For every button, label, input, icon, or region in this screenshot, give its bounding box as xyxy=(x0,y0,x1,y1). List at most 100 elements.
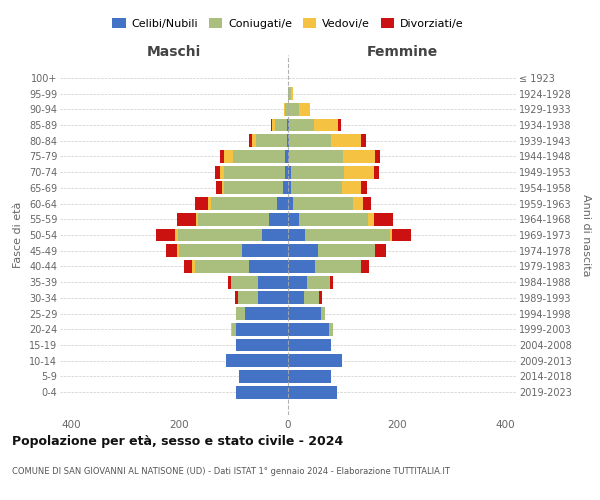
Bar xyxy=(315,260,361,273)
Bar xyxy=(285,166,288,178)
Bar xyxy=(217,182,222,194)
Bar xyxy=(239,370,288,383)
Bar xyxy=(177,244,179,257)
Bar xyxy=(179,244,242,257)
Bar xyxy=(272,118,275,132)
Bar xyxy=(236,386,288,398)
Bar xyxy=(288,166,291,178)
Bar xyxy=(269,213,288,226)
Bar xyxy=(288,150,289,163)
Bar xyxy=(175,228,178,241)
Bar xyxy=(287,118,288,132)
Bar xyxy=(231,323,232,336)
Bar xyxy=(374,166,379,178)
Bar xyxy=(319,292,322,304)
Bar xyxy=(299,213,368,226)
Bar xyxy=(220,150,224,163)
Bar xyxy=(330,276,332,288)
Bar xyxy=(288,354,342,367)
Bar xyxy=(232,323,236,336)
Bar xyxy=(199,213,269,226)
Bar xyxy=(194,260,249,273)
Bar xyxy=(236,338,288,351)
Bar xyxy=(222,182,224,194)
Bar xyxy=(184,260,192,273)
Bar xyxy=(353,197,363,210)
Bar xyxy=(249,260,288,273)
Legend: Celibi/Nubili, Coniugati/e, Vedovi/e, Divorziati/e: Celibi/Nubili, Coniugati/e, Vedovi/e, Di… xyxy=(108,14,468,34)
Bar xyxy=(338,118,341,132)
Bar xyxy=(251,134,256,147)
Bar xyxy=(245,307,288,320)
Bar xyxy=(262,228,288,241)
Bar xyxy=(293,197,353,210)
Bar xyxy=(392,228,411,241)
Bar xyxy=(249,134,251,147)
Bar xyxy=(363,197,371,210)
Bar xyxy=(342,182,361,194)
Bar xyxy=(208,197,211,210)
Bar xyxy=(215,166,220,178)
Bar xyxy=(361,182,367,194)
Bar xyxy=(288,182,291,194)
Bar xyxy=(305,228,389,241)
Bar xyxy=(288,87,291,100)
Bar xyxy=(231,276,258,288)
Text: COMUNE DI SAN GIOVANNI AL NATISONE (UD) - Dati ISTAT 1° gennaio 2024 - Elaborazi: COMUNE DI SAN GIOVANNI AL NATISONE (UD) … xyxy=(12,468,450,476)
Bar xyxy=(288,276,307,288)
Bar xyxy=(307,276,330,288)
Bar xyxy=(288,386,337,398)
Bar xyxy=(343,150,375,163)
Bar xyxy=(288,228,305,241)
Bar xyxy=(277,197,288,210)
Text: Maschi: Maschi xyxy=(147,45,201,59)
Bar xyxy=(288,292,304,304)
Bar xyxy=(226,354,288,367)
Bar xyxy=(289,134,331,147)
Bar xyxy=(271,118,272,132)
Bar xyxy=(275,118,287,132)
Text: Popolazione per età, sesso e stato civile - 2024: Popolazione per età, sesso e stato civil… xyxy=(12,435,343,448)
Bar xyxy=(196,213,199,226)
Bar xyxy=(236,307,245,320)
Bar xyxy=(288,370,331,383)
Bar xyxy=(288,260,315,273)
Bar xyxy=(318,244,375,257)
Text: Femmine: Femmine xyxy=(367,45,437,59)
Bar xyxy=(331,134,361,147)
Bar xyxy=(224,150,233,163)
Bar xyxy=(258,292,288,304)
Bar xyxy=(329,323,333,336)
Bar xyxy=(288,134,289,147)
Bar xyxy=(361,260,370,273)
Bar xyxy=(258,276,288,288)
Bar xyxy=(178,228,262,241)
Bar xyxy=(289,118,314,132)
Bar xyxy=(289,150,343,163)
Bar xyxy=(374,213,393,226)
Bar xyxy=(238,292,258,304)
Bar xyxy=(211,197,277,210)
Bar xyxy=(288,338,331,351)
Bar xyxy=(314,118,338,132)
Bar xyxy=(224,182,283,194)
Bar xyxy=(288,213,299,226)
Bar xyxy=(177,213,196,226)
Bar xyxy=(236,323,288,336)
Bar xyxy=(284,103,285,116)
Bar xyxy=(291,182,342,194)
Bar xyxy=(228,276,231,288)
Bar xyxy=(256,134,287,147)
Bar xyxy=(375,150,380,163)
Y-axis label: Anni di nascita: Anni di nascita xyxy=(581,194,591,276)
Bar xyxy=(224,166,285,178)
Bar xyxy=(220,166,224,178)
Bar xyxy=(233,150,285,163)
Bar xyxy=(288,307,320,320)
Bar xyxy=(288,323,329,336)
Bar xyxy=(368,213,374,226)
Bar xyxy=(192,260,194,273)
Bar xyxy=(299,103,310,116)
Bar xyxy=(242,244,288,257)
Bar xyxy=(283,182,288,194)
